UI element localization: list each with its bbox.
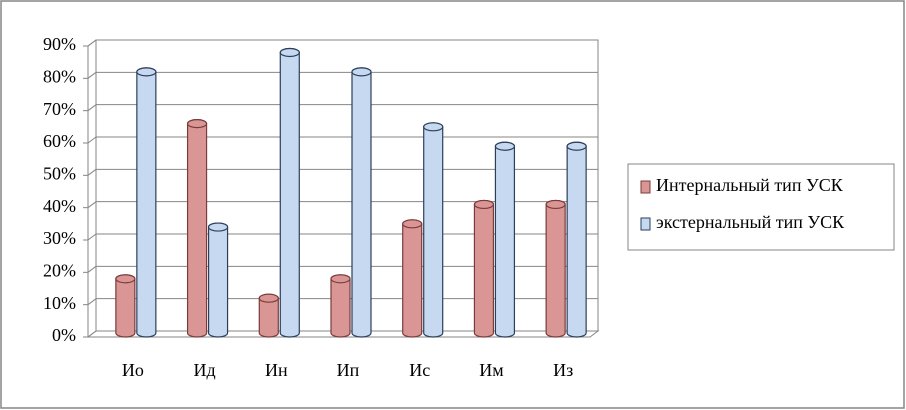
grid-line [87, 201, 97, 209]
y-tick-label: 70% [43, 99, 76, 119]
bar-top [258, 293, 279, 303]
x-tick-label: Им [479, 360, 503, 380]
bar-top [186, 118, 208, 129]
bar [402, 219, 423, 338]
bar-top [402, 219, 423, 229]
grid-line [87, 71, 97, 79]
bar [494, 141, 516, 338]
y-tick-label: 90% [43, 34, 76, 54]
bar [279, 47, 300, 338]
y-tick-label: 60% [43, 131, 76, 151]
bar-top [545, 199, 566, 210]
bar-top [473, 199, 495, 210]
grid-line [87, 136, 97, 144]
bar [207, 222, 229, 338]
x-tick-label: Ин [265, 360, 288, 380]
grid-line [87, 330, 97, 338]
x-tick-label: Из [553, 360, 573, 380]
grid-line [87, 168, 97, 176]
bar [330, 274, 351, 338]
legend-swatch [640, 180, 651, 194]
bar [351, 67, 372, 338]
bar [545, 199, 566, 338]
y-tick-label: 50% [43, 163, 76, 183]
y-tick-label: 80% [43, 66, 76, 86]
bar-top [136, 67, 157, 77]
x-tick-label: Ио [122, 360, 144, 380]
legend: Интернальный тип УСК экстернальный тип УС… [627, 163, 895, 251]
bar-top [115, 274, 136, 284]
legend-label: Интернальный тип УСК [656, 175, 844, 195]
y-tick-label: 20% [43, 260, 76, 280]
bar [186, 119, 208, 338]
x-tick-label: Ип [337, 360, 360, 380]
bar-top [279, 47, 300, 58]
y-tick-label: 30% [43, 228, 76, 248]
grid-line [87, 233, 97, 241]
bar [566, 141, 587, 338]
bar-top [566, 141, 587, 151]
y-tick-label: 40% [43, 196, 76, 216]
bar-top [423, 122, 444, 132]
legend-label: экстернальный тип УСК [656, 212, 845, 232]
bar-top [207, 222, 229, 232]
y-tick-label: 0% [52, 325, 76, 345]
bar-top [330, 274, 351, 284]
bar-top [351, 67, 372, 77]
grid-line [87, 104, 97, 112]
bar [115, 274, 136, 338]
grid-line [87, 265, 97, 273]
bar [136, 67, 157, 338]
bar-top [494, 141, 516, 151]
legend-swatch [640, 217, 651, 231]
legend-box [627, 163, 895, 251]
bar [473, 199, 495, 338]
x-tick-label: Ис [409, 360, 430, 380]
grid-line [87, 298, 97, 306]
bar [423, 122, 444, 338]
x-tick-label: Ид [193, 360, 215, 380]
grid-line [87, 39, 97, 47]
y-tick-label: 10% [43, 293, 76, 313]
